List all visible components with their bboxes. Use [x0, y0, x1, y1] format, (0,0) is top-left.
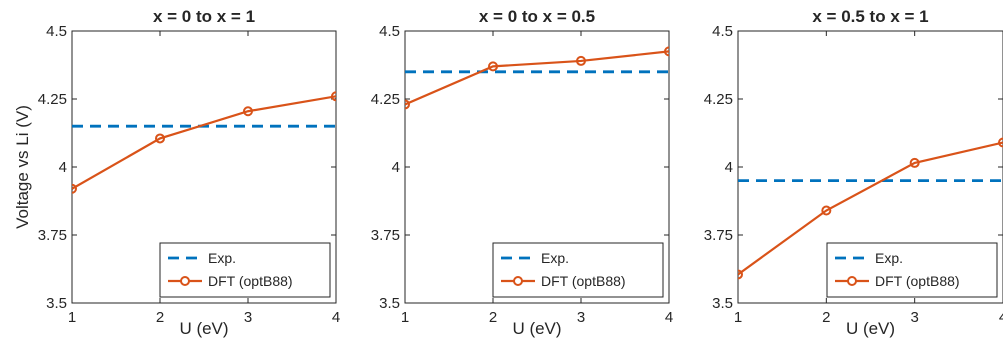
legend-box [826, 242, 998, 298]
y-tick-label: 4.25 [704, 91, 733, 108]
legend-label-dft: DFT (optB88) [208, 273, 293, 289]
x-tick-label: 3 [577, 309, 585, 326]
y-tick-label: 4 [392, 159, 400, 176]
data-point-dft [488, 61, 498, 72]
legend-label-dft: DFT (optB88) [541, 273, 626, 289]
data-point-dft [243, 106, 253, 117]
x-tick-label: 1 [401, 309, 409, 326]
y-tick-label: 4 [725, 159, 733, 176]
legend-box [159, 242, 331, 298]
x-axis-label: U (eV) [179, 319, 228, 338]
legend-label-experiment: Exp. [875, 250, 903, 266]
y-tick-label: 3.75 [704, 227, 733, 244]
y-tick-label: 4.5 [46, 23, 67, 40]
data-point-dft [576, 55, 586, 66]
legend-box [492, 242, 664, 298]
data-point-dft [664, 46, 669, 57]
legend-marker-dft [513, 276, 523, 286]
panel-2: 3.5 3.75 4 4.25 4.5 1 2 3 4 x = 0 to x = 0.5 U (eV… [371, 7, 673, 338]
y-tick-label: 4 [59, 159, 67, 176]
data-point-dft [909, 157, 920, 168]
y-tick-label: 3.5 [46, 295, 67, 312]
chart-title: x = 0 to x = 1 [153, 7, 255, 26]
panel-3: 3.5 3.75 4 4.25 4.5 1 2 3 4 x = 0.5 to x = 1 U (eV… [704, 7, 1003, 338]
series-line-dft [405, 50, 669, 106]
y-tick-label: 3.5 [712, 295, 733, 312]
panel-1: 3.5 3.75 4 4.25 4.5 1 2 3 4 x = 0 to x = 1 U (eV) V… [13, 7, 340, 338]
x-tick-label: 3 [910, 309, 918, 326]
y-axis-label: Voltage vs Li (V) [13, 105, 32, 229]
x-tick-label: 1 [68, 309, 76, 326]
chart-title: x = 0 to x = 0.5 [479, 7, 595, 26]
plot-area [738, 137, 1003, 280]
x-tick-label: 2 [156, 309, 164, 326]
x-tick-label: 2 [489, 309, 497, 326]
legend: Exp. DFT (optB88) [826, 242, 998, 298]
series-line-dft [738, 141, 1003, 276]
y-tick-label: 4.5 [712, 23, 733, 40]
y-tick-label: 3.75 [371, 227, 400, 244]
legend-marker-dft [180, 276, 190, 286]
legend: Exp. DFT (optB88) [492, 242, 664, 298]
data-point-dft [155, 133, 165, 144]
y-tick-label: 4.5 [379, 23, 400, 40]
data-point-dft [331, 91, 336, 102]
x-tick-label: 1 [734, 309, 742, 326]
x-axis-label: U (eV) [846, 319, 895, 338]
legend-label-experiment: Exp. [541, 250, 569, 266]
y-tick-label: 4.25 [38, 91, 67, 108]
data-point-dft [738, 269, 743, 280]
legend-label-experiment: Exp. [208, 250, 236, 266]
legend: Exp. DFT (optB88) [159, 242, 331, 298]
chart-title: x = 0.5 to x = 1 [812, 7, 928, 26]
x-tick-label: 4 [999, 309, 1003, 326]
x-tick-label: 4 [665, 309, 673, 326]
legend-marker-dft [847, 276, 857, 286]
series-line-dft [72, 95, 336, 190]
y-tick-label: 4.25 [371, 91, 400, 108]
data-point-dft [405, 99, 410, 110]
data-point-dft [821, 205, 832, 216]
x-tick-label: 4 [332, 309, 340, 326]
x-tick-label: 3 [244, 309, 252, 326]
data-point-dft [72, 183, 77, 194]
y-tick-label: 3.75 [38, 227, 67, 244]
y-tick-label: 3.5 [379, 295, 400, 312]
x-tick-label: 2 [822, 309, 830, 326]
plot-area [72, 91, 336, 194]
legend-label-dft: DFT (optB88) [875, 273, 960, 289]
data-point-dft [998, 137, 1003, 148]
x-axis-label: U (eV) [512, 319, 561, 338]
plot-area [405, 46, 669, 110]
